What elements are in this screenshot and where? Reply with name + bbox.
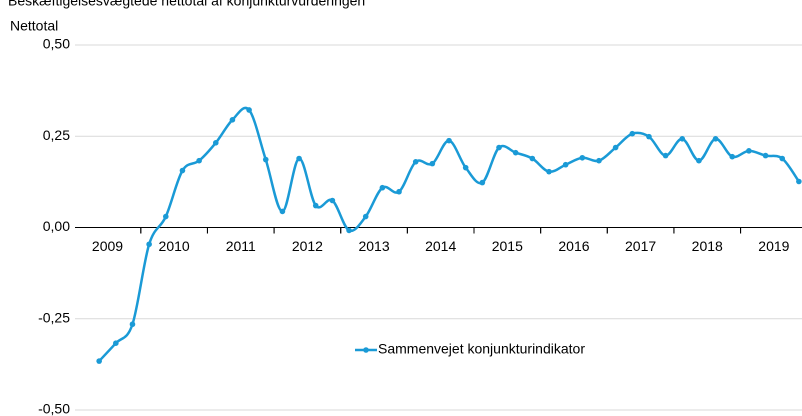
x-tick-label: 2019 [758, 238, 789, 254]
data-point [512, 149, 519, 156]
x-tick-label: 2012 [292, 238, 323, 254]
data-point [796, 178, 802, 185]
data-point [429, 160, 436, 167]
chart-title: Beskæftigelsesvægtede nettotal af konjun… [8, 0, 365, 9]
data-point [179, 167, 186, 174]
x-tick-label: 2017 [625, 238, 656, 254]
data-point [362, 213, 369, 220]
data-point [296, 155, 302, 162]
data-point [462, 164, 469, 171]
data-point [496, 144, 502, 151]
y-tick-label: -0,50 [38, 401, 70, 416]
data-point [779, 155, 786, 162]
legend-marker [363, 347, 369, 353]
x-tick-label: 2015 [492, 238, 523, 254]
data-point [612, 144, 619, 151]
data-point [346, 227, 352, 234]
data-point [129, 321, 136, 328]
x-tick-label: 2013 [358, 238, 389, 254]
data-point [196, 157, 202, 164]
data-point [529, 155, 536, 162]
data-point [662, 152, 669, 159]
data-point [396, 188, 402, 195]
y-axis-label: Nettotal [10, 18, 58, 34]
x-tick-label: 2010 [159, 238, 190, 254]
data-point [479, 179, 486, 186]
data-point [162, 213, 169, 220]
data-point [113, 340, 119, 347]
data-point [746, 148, 752, 154]
data-point [629, 130, 636, 137]
data-point [762, 152, 769, 159]
data-point [712, 136, 719, 142]
x-tick-label: 2014 [425, 238, 456, 254]
x-tick-label: 2018 [692, 238, 723, 254]
y-tick-label: -0,25 [38, 309, 70, 325]
data-point [246, 107, 252, 113]
series-line [98, 106, 800, 362]
y-tick-label: 0,00 [43, 218, 70, 234]
x-tick-label: 2009 [92, 238, 123, 254]
data-point [312, 202, 319, 209]
data-point [562, 161, 569, 168]
data-point [279, 208, 286, 215]
data-point [329, 197, 336, 204]
data-point [212, 140, 219, 146]
data-point [379, 184, 386, 191]
data-point [679, 136, 686, 142]
x-tick-label: 2011 [226, 238, 256, 254]
y-tick-label: 0,25 [43, 127, 70, 143]
legend-label: Sammenvejet konjunkturindikator [378, 341, 585, 357]
data-point [96, 358, 102, 364]
data-point [546, 168, 552, 175]
data-point [729, 153, 736, 160]
data-point [579, 154, 586, 161]
x-tick-label: 2016 [558, 238, 589, 254]
data-point [696, 157, 702, 164]
data-point [596, 157, 602, 164]
data-point [412, 159, 419, 165]
y-tick-label: 0,50 [43, 36, 70, 52]
data-point [646, 133, 652, 140]
data-point [446, 137, 452, 144]
data-point [146, 241, 152, 248]
data-point [262, 156, 269, 163]
data-point [229, 117, 236, 123]
